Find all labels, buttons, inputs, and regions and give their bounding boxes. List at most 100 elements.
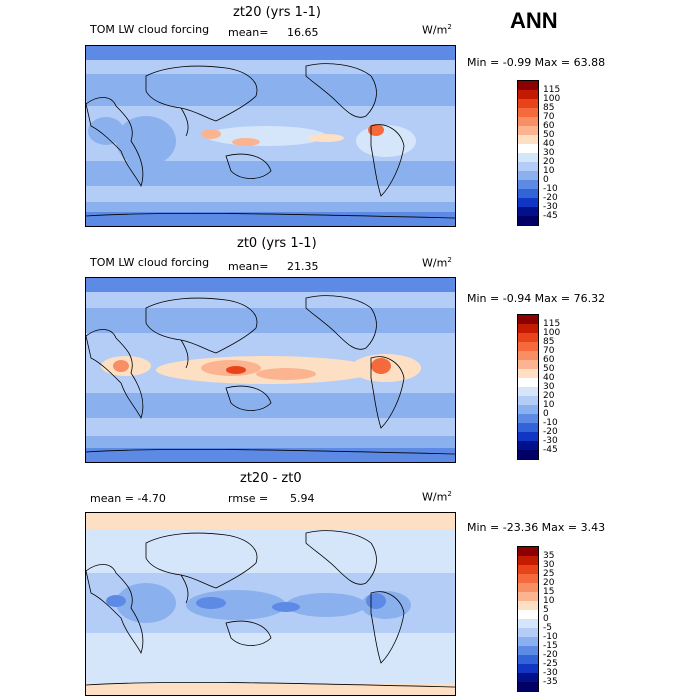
stat-value: 21.35 xyxy=(287,260,319,273)
colorbar-swatch xyxy=(518,450,538,460)
colorbar-tick-label: 85 xyxy=(543,103,555,113)
colorbar-swatch xyxy=(518,99,538,109)
map-field xyxy=(86,513,455,695)
colorbar-swatch xyxy=(518,360,538,370)
map-field xyxy=(86,278,455,462)
panel-left-label: TOM LW cloud forcing xyxy=(90,256,210,269)
colorbar-tick-label: 10 xyxy=(543,596,555,606)
colorbar-swatch xyxy=(518,601,538,611)
unit-label: W/m2 xyxy=(422,256,452,270)
colorbar-tick-label: 10 xyxy=(543,166,555,176)
colorbar-swatch xyxy=(518,180,538,190)
minmax-label: Min = -0.99 Max = 63.88 xyxy=(467,56,606,69)
unit-label: W/m2 xyxy=(422,23,452,37)
colorbar-swatch xyxy=(518,117,538,127)
colorbar-tick-label: 115 xyxy=(543,85,561,95)
colorbar-tick-label: -5 xyxy=(543,623,552,633)
colorbar-tick-label: 100 xyxy=(543,94,561,104)
minmax-label: Min = -23.36 Max = 3.43 xyxy=(467,521,606,534)
colorbar-swatch xyxy=(518,198,538,208)
colorbar-swatch xyxy=(518,369,538,379)
colorbar-swatch xyxy=(518,135,538,145)
colorbar-tick-label: 30 xyxy=(543,560,555,570)
stat-label: mean= xyxy=(228,260,269,273)
colorbar xyxy=(517,546,539,692)
colorbar-tick-label: 100 xyxy=(543,328,561,338)
colorbar-tick-label: 10 xyxy=(543,400,555,410)
colorbar-tick-label: 0 xyxy=(543,409,549,419)
colorbar-swatch xyxy=(518,162,538,172)
map-zt0 xyxy=(85,277,456,463)
season-label: ANN xyxy=(510,8,558,33)
colorbar-swatch xyxy=(518,324,538,334)
unit-label: W/m2 xyxy=(422,490,452,504)
colorbar xyxy=(517,80,539,226)
colorbar-swatch xyxy=(518,432,538,442)
colorbar-tick-label: 85 xyxy=(543,337,555,347)
panel-left-label: TOM LW cloud forcing xyxy=(90,23,210,36)
coastlines xyxy=(86,295,455,455)
colorbar-tick-label: -15 xyxy=(543,641,558,651)
colorbar-swatch xyxy=(518,126,538,136)
colorbar-tick-label: -10 xyxy=(543,418,558,428)
colorbar-swatch xyxy=(518,405,538,415)
colorbar-swatch xyxy=(518,414,538,424)
colorbar-tick-label: 20 xyxy=(543,391,555,401)
colorbar-swatch xyxy=(518,153,538,163)
colorbar-swatch xyxy=(518,556,538,566)
colorbar-tick-label: -25 xyxy=(543,659,558,669)
colorbar-tick-label: 30 xyxy=(543,382,555,392)
colorbar-swatch xyxy=(518,682,538,692)
panel-title: zt0 (yrs 1-1) xyxy=(237,236,317,251)
colorbar-tick-label: 30 xyxy=(543,148,555,158)
colorbar-swatch xyxy=(518,637,538,647)
colorbar-tick-label: 115 xyxy=(543,319,561,329)
colorbar-tick-label: -30 xyxy=(543,668,558,678)
colorbar-swatch xyxy=(518,592,538,602)
stat-value: 5.94 xyxy=(290,492,315,505)
colorbar-swatch xyxy=(518,216,538,226)
colorbar-swatch xyxy=(518,673,538,683)
colorbar-tick-label: 25 xyxy=(543,569,555,579)
map-zt20 xyxy=(85,45,456,227)
colorbar-tick-label: 40 xyxy=(543,373,555,383)
colorbar-tick-label: -20 xyxy=(543,650,558,660)
colorbar-swatch xyxy=(518,378,538,388)
stat-label: mean= xyxy=(228,26,269,39)
colorbar-tick-label: -20 xyxy=(543,427,558,437)
colorbar-swatch xyxy=(518,207,538,217)
colorbar-swatch xyxy=(518,333,538,343)
panel-title: zt20 - zt0 xyxy=(240,471,302,486)
colorbar-tick-label: 60 xyxy=(543,355,555,365)
colorbar-tick-label: 0 xyxy=(543,614,549,624)
stat-label: rmse = xyxy=(228,492,269,505)
colorbar-swatch xyxy=(518,583,538,593)
colorbar-swatch xyxy=(518,342,538,352)
colorbar-tick-label: 60 xyxy=(543,121,555,131)
stat-value: 16.65 xyxy=(287,26,319,39)
colorbar-swatch xyxy=(518,664,538,674)
colorbar-swatch xyxy=(518,441,538,451)
colorbar-tick-label: 0 xyxy=(543,175,549,185)
colorbar-tick-label: 5 xyxy=(543,605,549,615)
colorbar-tick-label: -35 xyxy=(543,677,558,687)
colorbar-tick-label: 40 xyxy=(543,139,555,149)
colorbar-swatch xyxy=(518,171,538,181)
colorbar-tick-label: -30 xyxy=(543,202,558,212)
minmax-label: Min = -0.94 Max = 76.32 xyxy=(467,292,606,305)
colorbar-swatch xyxy=(518,108,538,118)
colorbar-swatch xyxy=(518,547,538,557)
colorbar-swatch xyxy=(518,396,538,406)
colorbar-swatch xyxy=(518,144,538,154)
colorbar-tick-label: -10 xyxy=(543,184,558,194)
colorbar-swatch xyxy=(518,315,538,325)
colorbar-tick-label: 50 xyxy=(543,130,555,140)
colorbar-tick-label: -45 xyxy=(543,445,558,455)
coastlines xyxy=(86,63,455,219)
colorbar-tick-label: 20 xyxy=(543,578,555,588)
colorbar-swatch xyxy=(518,387,538,397)
colorbar xyxy=(517,314,539,460)
colorbar-swatch xyxy=(518,619,538,629)
map-field xyxy=(86,46,455,226)
map-diff xyxy=(85,512,456,696)
